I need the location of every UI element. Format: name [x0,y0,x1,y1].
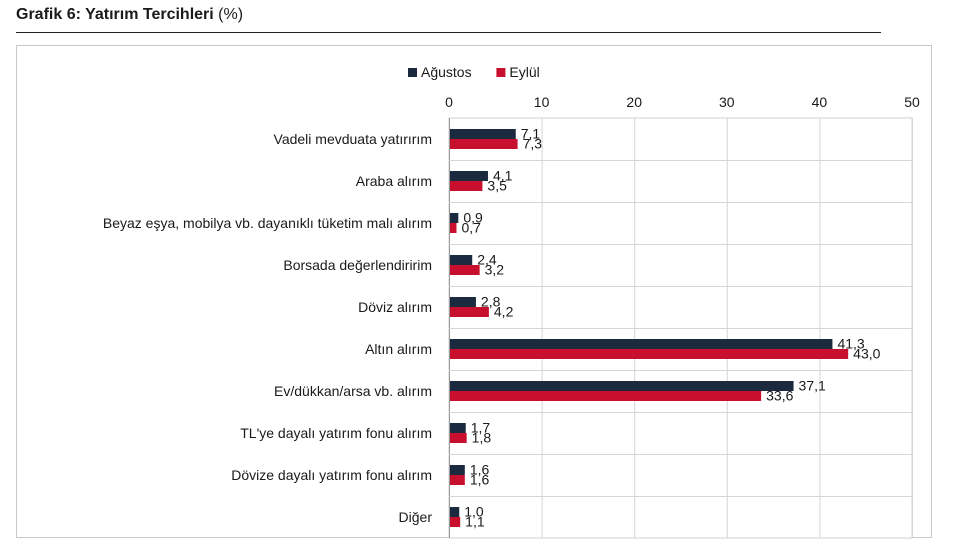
data-label: 2,4 [477,252,497,268]
title-divider [16,32,881,33]
x-tick-label: 40 [812,94,828,110]
bar-eylul [450,223,457,233]
category-label: Dövize dayalı yatırım fonu alırım [231,467,432,483]
bar-agustos [450,507,460,517]
data-label: 1,0 [464,504,484,520]
data-label: 1,6 [470,472,490,488]
category-label: Vadeli mevduata yatırırım [274,131,432,147]
data-label: 4,2 [494,304,514,320]
data-label: 43,0 [853,346,880,362]
bar-eylul [450,349,849,359]
data-label: 3,5 [487,178,507,194]
x-tick-label: 0 [445,94,453,110]
bar-eylul [450,265,480,275]
category-label: Borsada değerlendiririm [283,257,432,273]
data-label: 41,3 [837,336,864,352]
category-label: Beyaz eşya, mobilya vb. dayanıklı tüketi… [103,215,432,231]
data-label: 33,6 [766,388,793,404]
bar-agustos [450,339,833,349]
data-label: 7,3 [523,136,543,152]
x-tick-label: 50 [904,94,920,110]
bar-agustos [450,213,459,223]
data-label: 1,8 [472,430,492,446]
data-label: 0,7 [461,220,481,236]
data-label: 3,2 [485,262,505,278]
chart-title: Grafik 6: Yatırım Tercihleri (%) [16,6,243,24]
category-label: Ev/dükkan/arsa vb. alırım [274,383,432,399]
bar-agustos [450,129,516,139]
chart-title-main: Grafik 6: Yatırım Tercihleri [16,6,214,23]
data-label: 4,1 [493,168,513,184]
bar-eylul [450,433,467,443]
category-label: Altın alırım [365,341,432,357]
category-label: Araba alırım [356,173,432,189]
legend-label: Ağustos [421,64,472,80]
category-label: TL'ye dayalı yatırım fonu alırım [240,425,432,441]
bar-eylul [450,139,518,149]
bar-eylul [450,181,483,191]
data-label: 2,8 [481,294,501,310]
data-label: 7,1 [521,126,541,142]
data-label: 1,1 [465,514,485,530]
category-label: Döviz alırım [358,299,432,315]
data-label: 0,9 [463,210,483,226]
bar-eylul [450,307,489,317]
category-label: Diğer [399,509,433,525]
bar-eylul [450,475,465,485]
bar-agustos [450,297,476,307]
data-label: 37,1 [799,378,826,394]
chart-title-unit: (%) [218,6,244,23]
legend-swatch [408,68,417,77]
x-tick-label: 10 [534,94,550,110]
bar-agustos [450,171,488,181]
bar-agustos [450,465,465,475]
bar-agustos [450,255,473,265]
bar-agustos [450,423,466,433]
data-label: 1,6 [470,462,490,478]
bar-eylul [450,517,461,527]
x-tick-label: 30 [719,94,735,110]
bar-agustos [450,381,794,391]
x-tick-label: 20 [626,94,642,110]
bar-eylul [450,391,762,401]
legend-swatch [496,68,506,77]
legend-label: Eylül [509,64,539,80]
data-label: 1,7 [471,420,491,436]
